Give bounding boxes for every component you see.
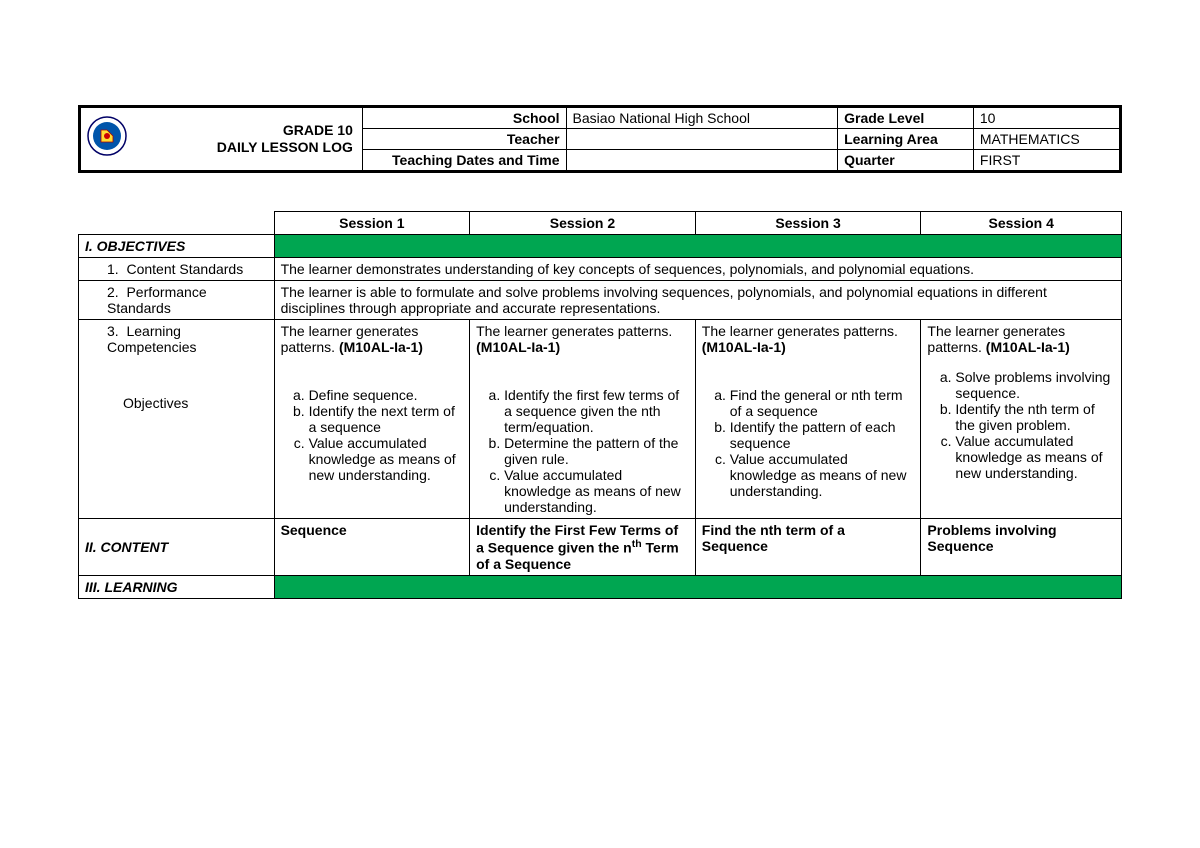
session-3-header: Session 3 [695, 212, 921, 235]
content-section-row: II. CONTENT Sequence Identify the First … [79, 519, 1122, 576]
competency-session-2: The learner generates patterns. (M10AL-I… [470, 320, 696, 519]
learning-green-bar [274, 575, 1121, 598]
content-s4: Problems involving Sequence [921, 519, 1122, 576]
header-title-cell: GRADE 10 DAILY LESSON LOG [80, 107, 363, 172]
label-school: School [362, 107, 566, 129]
objectives-section-row: I. OBJECTIVES [79, 235, 1122, 258]
objectives-sublabel: Objectives [123, 395, 188, 411]
objectives-list-s4: Solve problems involving sequence. Ident… [927, 369, 1115, 481]
learning-label: III. LEARNING [79, 575, 275, 598]
learning-competencies-label: 3. Learning Competencies Objectives [79, 320, 275, 519]
objectives-list-s2: Identify the first few terms of a sequen… [476, 387, 689, 515]
objectives-list-s3: Find the general or nth term of a sequen… [702, 387, 915, 499]
value-school: Basiao National High School [566, 107, 838, 129]
learning-section-row: III. LEARNING [79, 575, 1122, 598]
value-quarter: FIRST [973, 150, 1120, 172]
main-table: Session 1 Session 2 Session 3 Session 4 … [78, 211, 1122, 599]
session-2-header: Session 2 [470, 212, 696, 235]
session-1-header: Session 1 [274, 212, 470, 235]
content-s2: Identify the First Few Terms of a Sequen… [470, 519, 696, 576]
content-s3: Find the nth term of a Sequence [695, 519, 921, 576]
label-learning-area: Learning Area [838, 129, 974, 150]
deped-logo-icon [87, 116, 127, 156]
content-label: II. CONTENT [79, 519, 275, 576]
content-standards-text: The learner demonstrates understanding o… [274, 258, 1121, 281]
log-line: DAILY LESSON LOG [217, 139, 353, 155]
content-standards-row: 1. Content Standards The learner demonst… [79, 258, 1122, 281]
competency-session-3: The learner generates patterns. (M10AL-I… [695, 320, 921, 519]
label-grade-level: Grade Level [838, 107, 974, 129]
content-s1: Sequence [274, 519, 470, 576]
content-standards-label: 1. Content Standards [79, 258, 275, 281]
value-teacher [566, 129, 838, 150]
session-header-row: Session 1 Session 2 Session 3 Session 4 [79, 212, 1122, 235]
performance-standards-label: 2. Performance Standards [79, 281, 275, 320]
label-quarter: Quarter [838, 150, 974, 172]
objectives-label: I. OBJECTIVES [79, 235, 275, 258]
session-4-header: Session 4 [921, 212, 1122, 235]
lesson-log-page: GRADE 10 DAILY LESSON LOG School Basiao … [0, 0, 1200, 848]
objectives-green-bar [274, 235, 1121, 258]
grade-line: GRADE 10 [283, 122, 353, 138]
performance-standards-text: The learner is able to formulate and sol… [274, 281, 1121, 320]
label-teacher: Teacher [362, 129, 566, 150]
learning-competencies-row: 3. Learning Competencies Objectives The … [79, 320, 1122, 519]
competency-session-4: The learner generates patterns. (M10AL-I… [921, 320, 1122, 519]
objectives-list-s1: Define sequence. Identify the next term … [281, 387, 464, 483]
label-dates: Teaching Dates and Time [362, 150, 566, 172]
competency-session-1: The learner generates patterns. (M10AL-I… [274, 320, 470, 519]
value-learning-area: MATHEMATICS [973, 129, 1120, 150]
header-table: GRADE 10 DAILY LESSON LOG School Basiao … [78, 105, 1122, 173]
value-grade-level: 10 [973, 107, 1120, 129]
value-dates [566, 150, 838, 172]
performance-standards-row: 2. Performance Standards The learner is … [79, 281, 1122, 320]
